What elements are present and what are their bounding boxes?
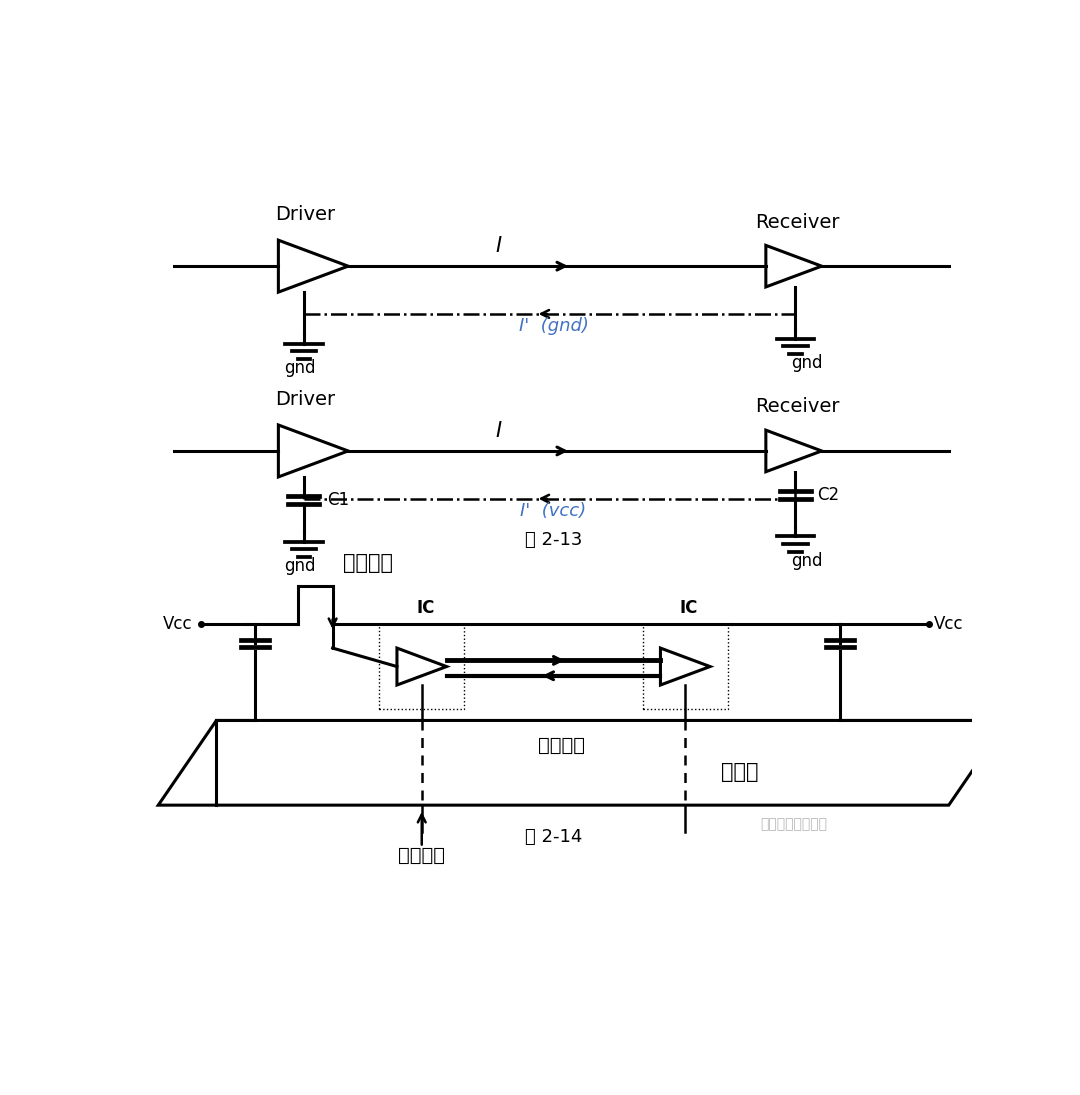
Text: IC: IC — [680, 599, 699, 616]
Text: Vcc: Vcc — [163, 615, 192, 633]
Text: C2: C2 — [816, 486, 839, 504]
Text: IC: IC — [417, 599, 435, 616]
Text: I: I — [495, 237, 501, 256]
Text: gnd: gnd — [792, 552, 823, 569]
Text: 图 2-13: 图 2-13 — [525, 531, 582, 549]
Text: gnd: gnd — [792, 354, 823, 372]
Text: I'  (vcc): I' (vcc) — [521, 502, 586, 520]
Text: Vcc: Vcc — [934, 615, 963, 633]
Text: gnd: gnd — [284, 359, 315, 377]
Text: 图 2-14: 图 2-14 — [525, 828, 582, 846]
Text: gnd: gnd — [284, 557, 315, 575]
Text: Receiver: Receiver — [755, 212, 840, 232]
Text: 放电电流: 放电电流 — [538, 736, 584, 756]
Text: Driver: Driver — [275, 390, 336, 408]
Text: 贯穿电流: 贯穿电流 — [399, 845, 445, 865]
Text: 地平面: 地平面 — [720, 762, 758, 782]
Text: I: I — [495, 422, 501, 441]
Text: Receiver: Receiver — [755, 397, 840, 416]
Text: I'  (gnd): I' (gnd) — [518, 316, 589, 335]
Text: 硬件十万个为什么: 硬件十万个为什么 — [760, 817, 827, 831]
Text: Driver: Driver — [275, 205, 336, 224]
Text: 充电电流: 充电电流 — [342, 553, 392, 573]
Text: C1: C1 — [327, 491, 349, 509]
